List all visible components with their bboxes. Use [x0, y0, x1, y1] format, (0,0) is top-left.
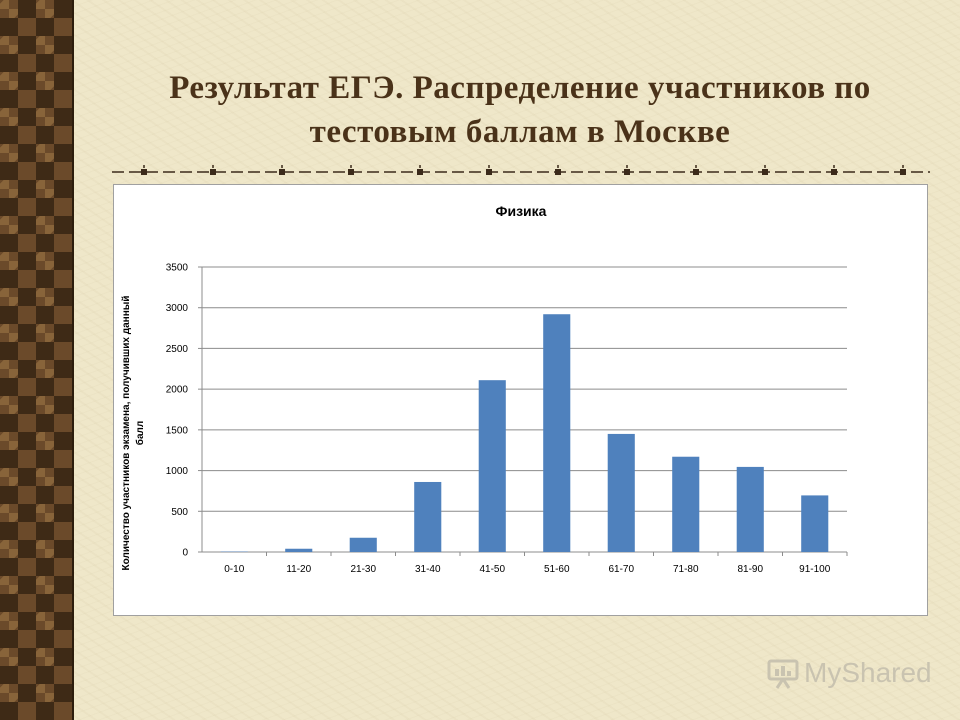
bar-61-70 — [607, 433, 635, 552]
y-tick-label: 3500 — [166, 263, 189, 274]
presentation-icon — [767, 659, 799, 689]
x-tick-label: 11-20 — [286, 564, 311, 575]
x-tick-label: 0-10 — [224, 564, 244, 575]
chart-container: Физика Количество участников экзамена, п… — [113, 184, 928, 616]
y-tick-label: 500 — [171, 507, 188, 518]
bar-11-20 — [285, 548, 313, 552]
bar-21-30 — [349, 537, 377, 552]
y-tick-label: 2500 — [166, 344, 189, 355]
slide-title-line-1: Результат ЕГЭ. Распределение участников … — [169, 70, 871, 106]
bar-91-100 — [801, 495, 829, 552]
decorative-divider — [112, 165, 930, 175]
y-tick-label: 1000 — [166, 466, 189, 477]
y-axis-label-line-1: Количество участников экзамена, получивш… — [121, 296, 132, 571]
chart-title: Физика — [496, 203, 547, 219]
y-tick-label: 2000 — [166, 385, 189, 396]
slide-title-line-2: тестовым баллам в Москве — [309, 114, 731, 150]
logo-text: MyShared — [804, 657, 932, 688]
bar-51-60 — [543, 314, 571, 552]
bar-31-40 — [414, 481, 442, 552]
x-tick-label: 21-30 — [350, 564, 376, 575]
bar-81-90 — [736, 466, 764, 552]
y-tick-label: 0 — [182, 548, 188, 559]
x-tick-label: 81-90 — [737, 564, 763, 575]
y-tick-labels: 0 500 1000 1500 2000 2500 3000 3500 — [166, 263, 189, 559]
x-tick-label: 91-100 — [799, 564, 831, 575]
slide-title: Результат ЕГЭ. Распределение участников … — [90, 66, 950, 154]
gridlines — [198, 266, 848, 556]
x-tick-label: 71-80 — [673, 564, 699, 575]
y-axis-label-line-2: балл — [134, 421, 146, 445]
decorative-left-border — [0, 0, 74, 720]
myshared-logo: MyShared — [766, 656, 932, 690]
x-tick-labels: 0-10 11-20 21-30 31-40 41-50 51-60 61-70 71-80 8… — [224, 564, 831, 575]
x-tick-label: 51-60 — [544, 564, 570, 575]
y-tick-label: 1500 — [166, 425, 189, 436]
y-axis-label: Количество участников экзамена, получивш… — [121, 296, 146, 571]
bars — [220, 314, 829, 552]
x-tick-label: 41-50 — [479, 564, 505, 575]
y-tick-label: 3000 — [166, 303, 189, 314]
x-tick-label: 31-40 — [415, 564, 441, 575]
bar-41-50 — [478, 380, 506, 552]
x-tick-label: 61-70 — [608, 564, 634, 575]
bar-chart: Физика Количество участников экзамена, п… — [121, 203, 848, 575]
bar-71-80 — [672, 456, 700, 552]
